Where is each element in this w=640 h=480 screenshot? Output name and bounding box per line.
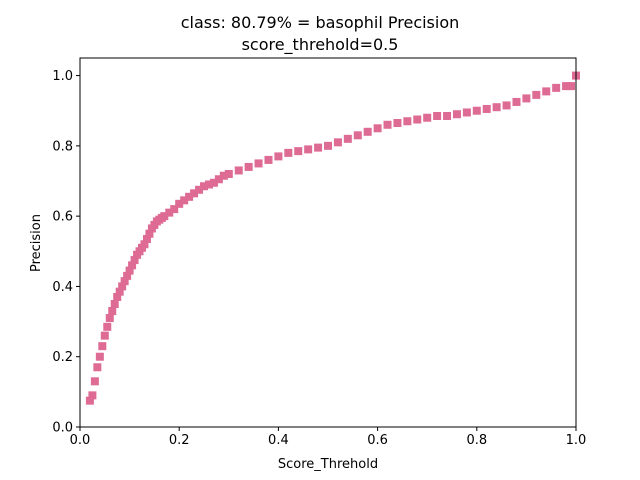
data-point: [502, 101, 511, 110]
data-point: [532, 90, 541, 99]
data-point: [567, 82, 576, 91]
data-point: [224, 169, 233, 178]
x-tick-label: 0.6: [367, 433, 388, 448]
data-point: [165, 208, 174, 217]
data-point: [103, 322, 112, 331]
data-point: [105, 314, 114, 323]
data-point: [393, 119, 402, 128]
data-point: [363, 127, 372, 136]
data-point: [209, 178, 218, 187]
data-point: [274, 152, 283, 161]
y-axis-label: Precision: [29, 214, 44, 272]
y-tick-label: 0.6: [52, 210, 73, 225]
data-point: [522, 94, 531, 103]
y-tick-label: 1.0: [52, 69, 73, 84]
data-point: [343, 134, 352, 143]
chart-title: class: 80.79% = basophil Precision: [181, 13, 460, 32]
data-point: [462, 108, 471, 117]
data-point: [108, 307, 117, 316]
data-point: [110, 300, 119, 308]
data-point: [264, 155, 273, 164]
data-point: [142, 234, 151, 243]
x-tick-label: 0.4: [268, 433, 289, 448]
x-tick-label: 0.0: [70, 433, 91, 448]
data-point: [195, 185, 204, 194]
data-point: [254, 159, 263, 168]
data-point: [284, 148, 293, 157]
data-point: [204, 180, 213, 189]
axis-ticks: 0.0 0.2 0.4 0.6 0.8 1.0 0.0 0.2 0.4 0.6 0.8 1.0: [52, 69, 586, 448]
data-point: [115, 287, 124, 296]
data-point: [120, 277, 129, 286]
data-point: [200, 182, 208, 191]
data-point: [333, 138, 342, 147]
data-point: [244, 162, 253, 171]
data-point: [128, 261, 137, 270]
data-point: [170, 205, 179, 214]
data-point: [373, 124, 382, 133]
data-point: [324, 141, 332, 150]
data-points: [85, 71, 580, 405]
data-point: [472, 106, 481, 115]
data-point: [98, 342, 107, 351]
x-tick-label: 0.2: [169, 433, 190, 448]
y-tick-label: 0.0: [52, 421, 73, 436]
data-point: [512, 97, 521, 106]
data-point: [88, 391, 97, 400]
data-point: [219, 171, 228, 180]
data-point: [433, 111, 442, 120]
data-point: [95, 352, 104, 361]
x-tick-label: 1.0: [566, 433, 587, 448]
data-point: [125, 266, 134, 275]
data-point: [145, 229, 154, 238]
data-point: [492, 103, 501, 112]
data-point: [423, 113, 432, 122]
data-point: [185, 192, 194, 201]
data-point: [180, 196, 189, 205]
y-tick-label: 0.4: [52, 280, 73, 295]
data-point: [562, 82, 571, 91]
data-point: [100, 331, 109, 340]
plot-frame: [79, 57, 577, 428]
y-tick-label: 0.8: [52, 139, 73, 154]
data-point: [403, 117, 412, 126]
data-point: [160, 212, 169, 221]
data-point: [552, 83, 561, 92]
data-point: [482, 104, 491, 113]
data-point: [85, 396, 94, 405]
data-point: [304, 145, 313, 154]
chart-subtitle: score_threhold=0.5: [242, 35, 399, 55]
data-point: [93, 363, 102, 372]
data-point: [383, 120, 392, 129]
data-point: [542, 87, 551, 96]
data-point: [214, 175, 223, 184]
data-point: [413, 115, 422, 124]
data-point: [140, 240, 149, 249]
data-point: [353, 131, 362, 140]
data-point: [190, 189, 199, 198]
data-point: [123, 271, 132, 280]
data-point: [443, 111, 452, 120]
data-point: [90, 377, 99, 386]
data-point: [314, 143, 323, 152]
data-point: [113, 292, 122, 301]
data-point: [130, 256, 139, 265]
y-tick-label: 0.2: [52, 350, 73, 365]
data-point: [234, 166, 243, 175]
data-point: [452, 110, 461, 119]
data-point: [175, 199, 184, 208]
x-tick-label: 0.8: [466, 433, 487, 448]
data-point: [118, 282, 127, 291]
data-point: [294, 147, 303, 156]
x-axis-label: Score_Threhold: [278, 457, 378, 472]
